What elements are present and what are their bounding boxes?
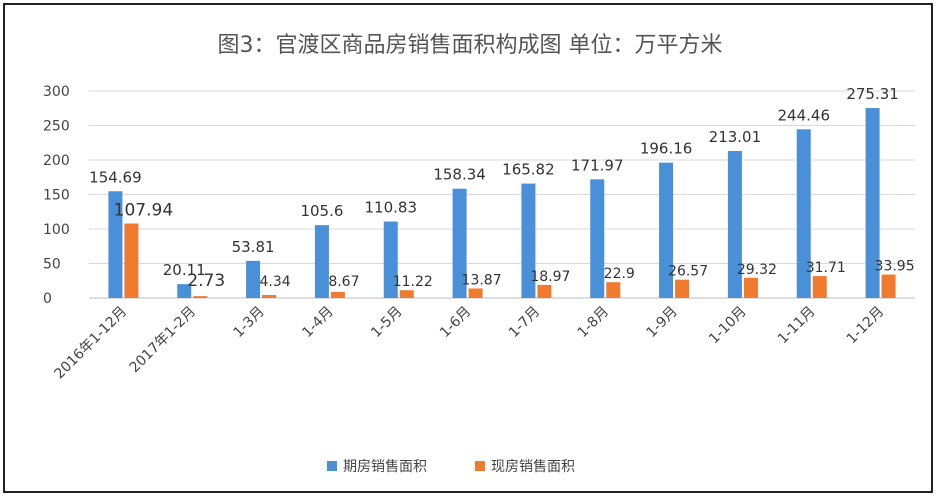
data-label-series2: 2.73: [187, 271, 225, 291]
chart-frame: 图3：官渡区商品房销售面积构成图 单位：万平方米 0 50 100 150 200 250…: [3, 3, 933, 493]
bar-期房销售面积: [383, 221, 398, 298]
bar-现房销售面积: [468, 288, 483, 298]
data-label-series2: 29.32: [737, 262, 777, 278]
legend-label: 期房销售面积: [343, 459, 427, 475]
y-tick-label: 50: [43, 257, 61, 273]
bar-期房销售面积: [246, 260, 261, 298]
data-label-series1: 213.01: [709, 128, 762, 146]
x-tick-label: 1-9月: [644, 304, 681, 341]
x-tick-label: 1-5月: [368, 304, 405, 341]
bar-期房销售面积: [659, 162, 674, 298]
chart-title: 图3：官渡区商品房销售面积构成图 单位：万平方米: [217, 33, 723, 58]
y-tick-label: 250: [43, 119, 70, 135]
bar-现房销售面积: [675, 279, 690, 298]
data-label-series1: 154.69: [89, 168, 142, 186]
legend-label: 现房销售面积: [491, 459, 575, 475]
data-label-series2: 4.34: [259, 274, 290, 290]
bar-期房销售面积: [865, 108, 880, 298]
data-label-series1: 110.83: [365, 199, 418, 217]
y-tick-label: 200: [43, 153, 70, 169]
bar-期房销售面积: [452, 188, 467, 298]
bar-现房销售面积: [124, 223, 139, 298]
legend-swatch: [327, 461, 337, 471]
x-tick-label: 1-11月: [775, 304, 819, 348]
data-label-series1: 105.6: [300, 202, 343, 220]
bar-现房销售面积: [330, 292, 345, 298]
data-label-series1: 53.81: [232, 238, 275, 256]
bar-期房销售面积: [314, 225, 329, 298]
x-tick-label: 1-4月: [299, 304, 336, 341]
data-label-series1: 171.97: [571, 156, 624, 174]
bar-现房销售面积: [193, 296, 208, 298]
bar-现房销售面积: [743, 277, 758, 298]
data-label-series2: 31.71: [806, 260, 846, 276]
x-tick-label: 1-3月: [231, 304, 268, 341]
x-tick-label: 2017年1-2月: [127, 304, 199, 376]
data-label-series1: 275.31: [846, 85, 899, 103]
y-tick-label: 100: [43, 222, 70, 238]
bar-期房销售面积: [796, 129, 811, 298]
x-tick-label: 1-12月: [844, 304, 888, 348]
x-tick-label: 1-8月: [575, 304, 612, 341]
data-label-series1: 20.11: [163, 261, 206, 279]
bar-chart: 0 50 100 150 200 250 300 154.69 107.94 2016年1-12月…: [43, 84, 915, 475]
bar-期房销售面积: [177, 284, 192, 298]
data-label-series2: 8.67: [328, 274, 359, 290]
y-tick-label: 150: [43, 188, 70, 204]
data-label-series2: 13.87: [462, 272, 502, 288]
data-label-series1: 158.34: [433, 166, 486, 184]
bar-现房销售面积: [399, 290, 414, 298]
y-tick-label: 0: [43, 291, 52, 307]
data-label-series2: 18.97: [530, 269, 570, 285]
bar-期房销售面积: [727, 151, 742, 298]
bar-期房销售面积: [521, 183, 536, 298]
data-label-series1: 244.46: [778, 106, 831, 124]
data-label-series2: 22.9: [604, 266, 635, 282]
bar-现房销售面积: [262, 295, 277, 298]
bar-现房销售面积: [537, 284, 552, 298]
legend-swatch: [475, 461, 485, 471]
data-label-series1: 196.16: [640, 140, 693, 158]
y-tick-label: 300: [43, 84, 70, 100]
data-label-series1: 165.82: [502, 161, 555, 179]
bar-现房销售面积: [812, 276, 827, 298]
bar-期房销售面积: [590, 179, 605, 298]
data-label-series2: 11.22: [393, 274, 433, 290]
bar-期房销售面积: [108, 191, 123, 298]
data-label-series2: 107.94: [114, 201, 173, 221]
x-tick-label: 1-7月: [506, 304, 543, 341]
data-label-series2: 33.95: [875, 259, 915, 275]
bar-现房销售面积: [606, 282, 621, 298]
data-label-series2: 26.57: [668, 264, 708, 280]
x-tick-label: 1-6月: [437, 304, 474, 341]
bar-现房销售面积: [881, 274, 896, 298]
x-tick-label: 1-10月: [706, 304, 750, 348]
x-tick-label: 2016年1-12月: [51, 304, 130, 383]
